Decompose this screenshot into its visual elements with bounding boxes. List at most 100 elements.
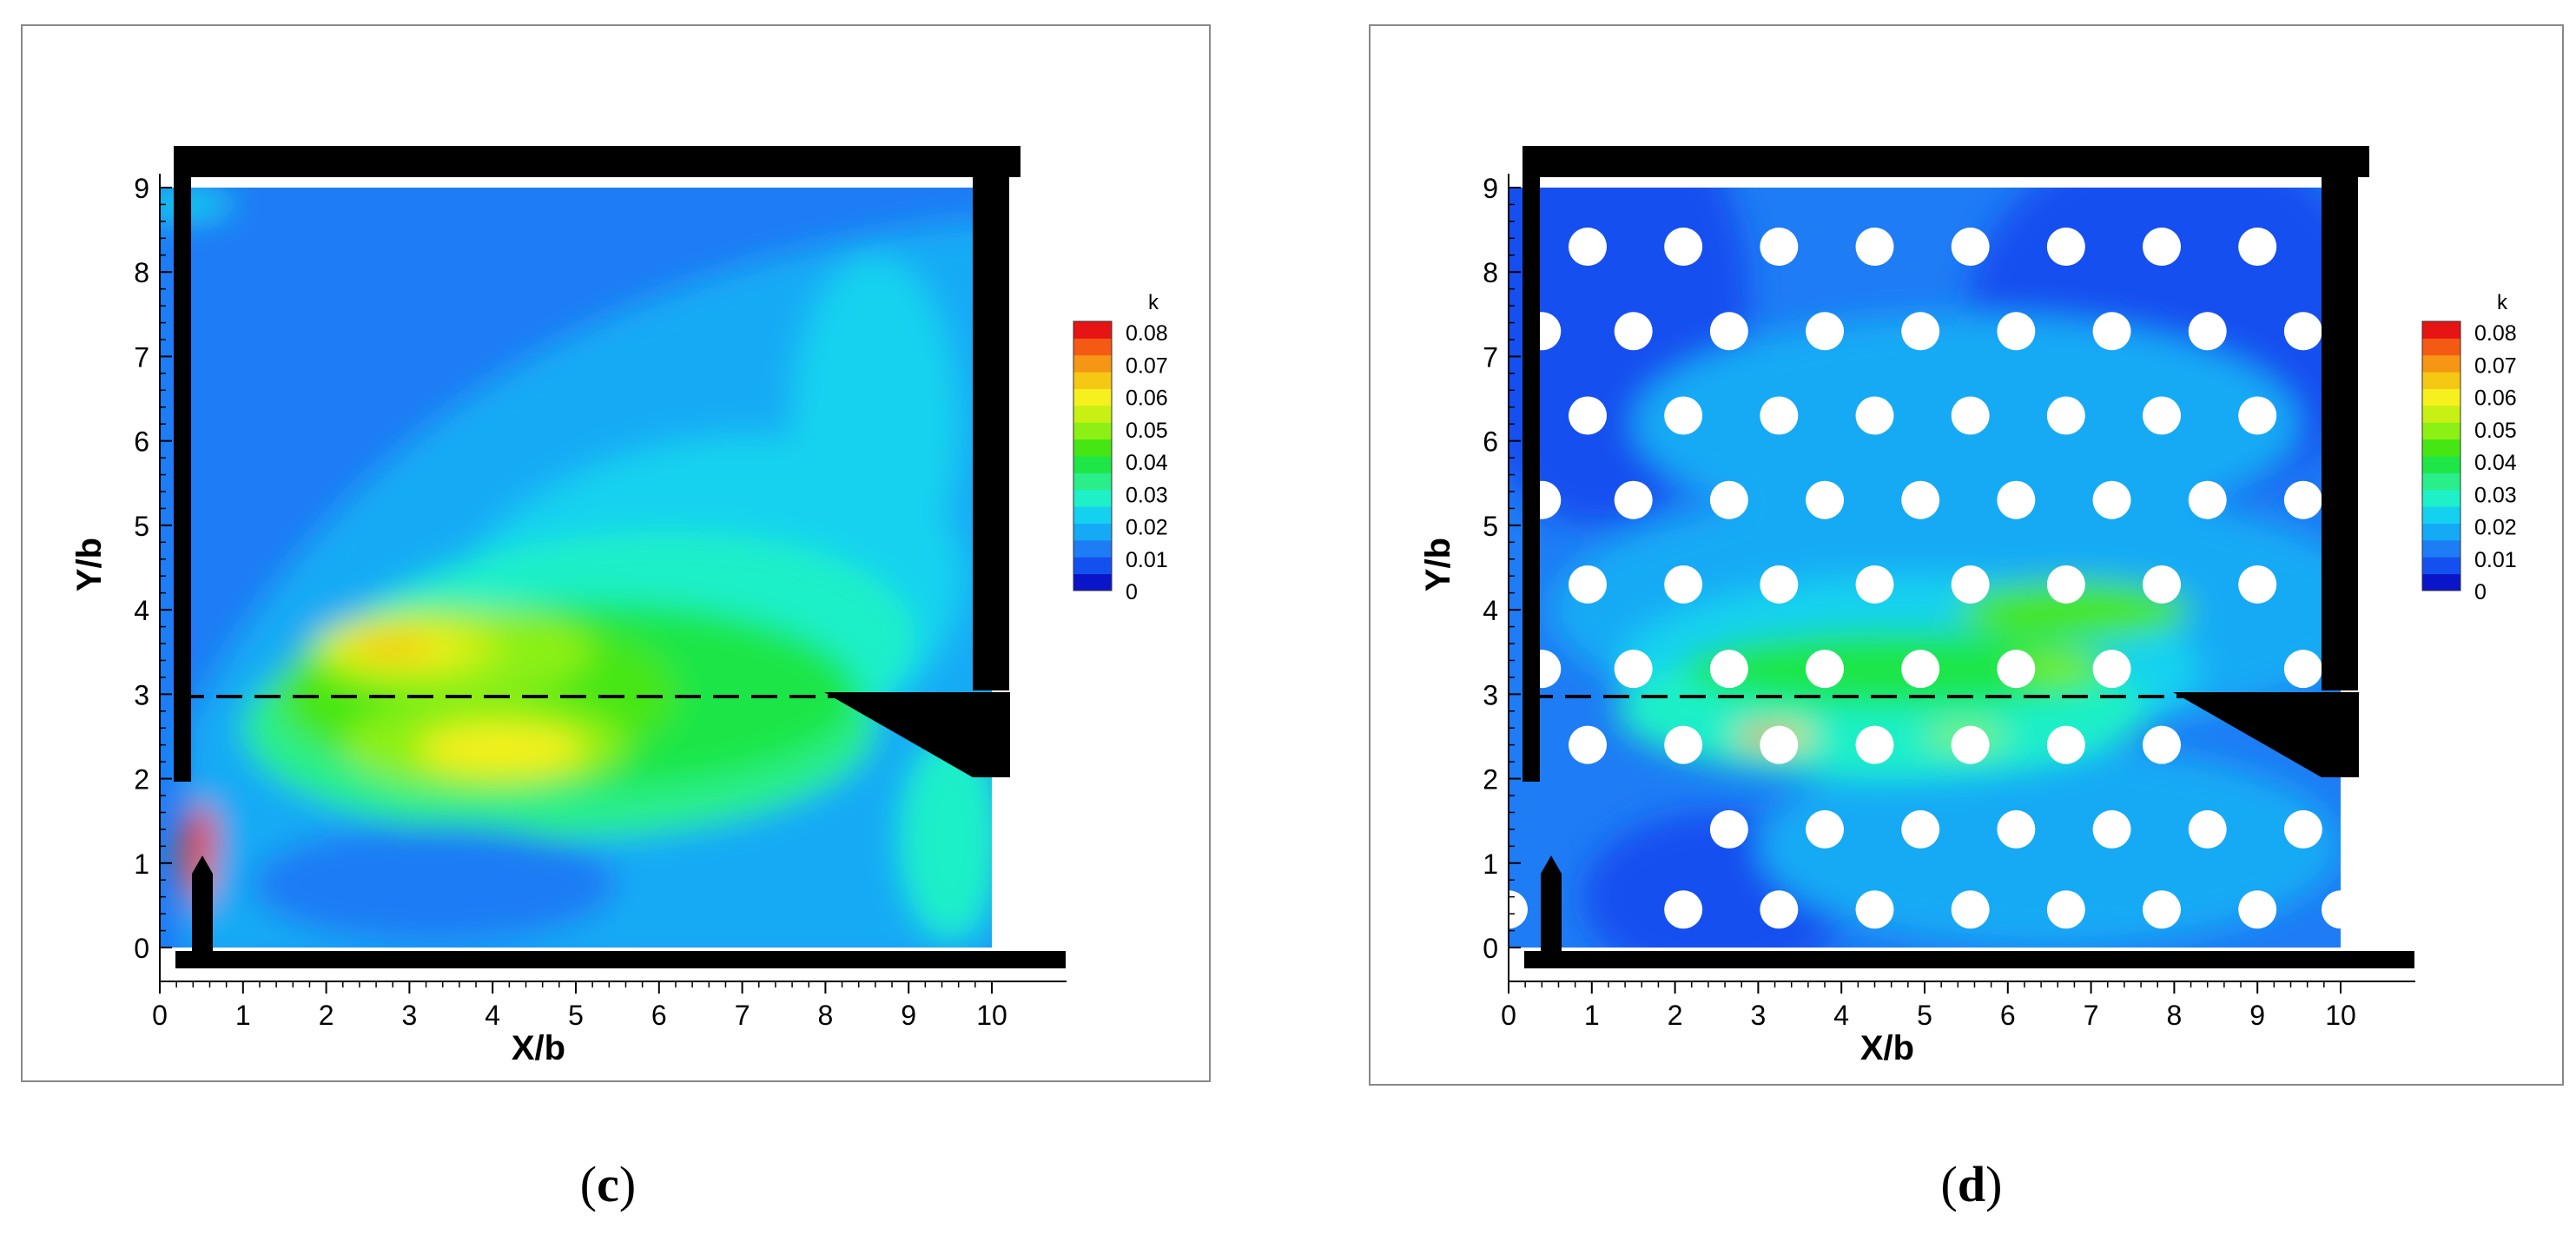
cylinder: [2283, 809, 2322, 849]
colorbar-swatch: [2422, 405, 2460, 423]
colorbar-swatch: [1073, 557, 1112, 575]
y-tick-label: 8: [1483, 257, 1498, 288]
nozzle: [192, 855, 213, 960]
y-tick-label: 9: [134, 173, 149, 204]
panel-d-chart: 0 1 2 3 4 5 6 7 8 9 0 1 2 3 4 5 6 7 8 9 10 X/b Y/b k 0.08 0.07 0.0…: [1419, 146, 2517, 1067]
cylinder: [2046, 725, 2085, 764]
cylinder: [2092, 809, 2131, 849]
cylinder: [2143, 396, 2182, 435]
colorbar-title: k: [1148, 291, 1159, 314]
cylinder: [1901, 480, 1940, 519]
cylinder: [1951, 725, 1990, 764]
colorbar-swatch: [1073, 405, 1112, 423]
colorbar-swatch: [1073, 372, 1112, 389]
x-tick-label: 1: [1584, 1000, 1600, 1031]
y-tick-label: 0: [1483, 933, 1498, 964]
cylinder: [1806, 480, 1845, 519]
left-wall: [1522, 174, 1540, 782]
colorbar-label: 0.03: [2474, 483, 2517, 507]
bottom-wall: [175, 951, 1066, 968]
cylinder: [2238, 890, 2277, 929]
colorbar-swatch: [1073, 472, 1112, 491]
colorbar-swatch: [2422, 472, 2460, 491]
y-tick-label: 4: [1483, 595, 1498, 626]
cylinder: [2283, 650, 2322, 689]
cylinder: [2188, 809, 2227, 849]
cylinder: [1951, 396, 1990, 435]
x-tick-label: 10: [2325, 1000, 2356, 1031]
panel-d-caption: (d): [1940, 1156, 2003, 1212]
cylinder: [1709, 480, 1748, 519]
y-tick-label: 4: [134, 595, 149, 626]
cylinder: [1951, 228, 1990, 267]
colorbar-label: 0.08: [2474, 321, 2517, 346]
cylinder: [2188, 480, 2227, 519]
colorbar-label: 0: [2474, 580, 2487, 604]
x-tick-label: 9: [2249, 1000, 2265, 1031]
x-tick-label: 1: [235, 1000, 251, 1031]
k-region: [417, 723, 585, 775]
panel-c-letter: c: [597, 1156, 619, 1212]
colorbar: k 0.08 0.07 0.06 0.05 0.04 0.03 0.02 0.01 0: [1073, 291, 1168, 604]
colorbar-swatch: [1073, 573, 1112, 591]
cylinder: [1855, 396, 1894, 435]
cylinder: [2143, 890, 2182, 929]
cylinder: [1664, 565, 1703, 604]
colorbar-label: 0.07: [2474, 353, 2517, 378]
y-axis-label: Y/b: [70, 538, 109, 591]
k-region: [1758, 744, 2341, 948]
y-tick-label: 1: [1483, 849, 1498, 880]
x-tick-label: 0: [152, 1000, 168, 1031]
axes: 0 1 2 3 4 5 6 7 8 9 0 1 2 3 4 5 6 7 8 9 10 X/b Y/b: [70, 173, 1067, 1067]
cylinder: [1664, 725, 1703, 764]
colorbar-swatch: [1073, 354, 1112, 373]
x-tick-label: 8: [818, 1000, 834, 1031]
colorbar-swatch: [1073, 456, 1112, 473]
cylinder: [1997, 480, 2036, 519]
colorbar-swatch: [2422, 489, 2460, 507]
colorbar-label: 0.07: [1126, 353, 1168, 378]
axes: 0 1 2 3 4 5 6 7 8 9 0 1 2 3 4 5 6 7 8 9 10 X/b Y/b: [1419, 173, 2415, 1067]
colorbar-label: 0.05: [2474, 419, 2517, 443]
y-tick-label: 6: [1483, 426, 1498, 458]
colorbar-label: 0.08: [1126, 321, 1168, 346]
x-tick-label: 3: [1751, 1000, 1767, 1031]
cylinder: [2283, 312, 2322, 351]
cylinder: [1664, 228, 1703, 267]
cylinder: [2046, 228, 2085, 267]
x-tick-label: 4: [1833, 1000, 1849, 1031]
colorbar-label: 0: [1126, 580, 1138, 604]
colorbar-swatch: [2422, 439, 2460, 457]
colorbar-swatch: [2422, 557, 2460, 575]
x-tick-label: 8: [2167, 1000, 2183, 1031]
cylinder: [2188, 312, 2227, 351]
colorbar-label: 0.01: [1126, 548, 1168, 572]
colorbar-swatch: [2422, 422, 2460, 440]
colorbar-swatch: [1073, 388, 1112, 406]
geometry: [174, 146, 1066, 968]
colorbar: k 0.08 0.07 0.06 0.05 0.04 0.03 0.02 0.01 0: [2421, 291, 2517, 604]
colorbar-swatch: [2422, 506, 2460, 524]
cylinder: [2238, 228, 2277, 267]
y-tick-label: 7: [134, 341, 149, 373]
cylinder: [2283, 480, 2322, 519]
colorbar-label: 0.04: [2474, 451, 2517, 475]
colorbar-swatch: [1073, 539, 1112, 558]
cylinder: [1806, 650, 1845, 689]
y-tick-label: 5: [1483, 511, 1498, 542]
cylinder: [1806, 312, 1845, 351]
y-tick-label: 3: [134, 679, 149, 710]
right-wall: [973, 174, 1009, 690]
geometry: [1522, 146, 2414, 968]
colorbar-label: 0.02: [1126, 516, 1168, 540]
x-tick-label: 5: [568, 1000, 584, 1031]
x-tick-label: 10: [976, 1000, 1007, 1031]
nozzle: [1541, 855, 1562, 960]
x-axis-label: X/b: [512, 1029, 565, 1067]
right-wall: [2322, 174, 2358, 690]
cylinder: [2238, 396, 2277, 435]
cylinder: [1951, 890, 1990, 929]
x-tick-label: 2: [319, 1000, 334, 1031]
k-region: [900, 736, 992, 940]
colorbar-swatch: [2422, 388, 2460, 406]
